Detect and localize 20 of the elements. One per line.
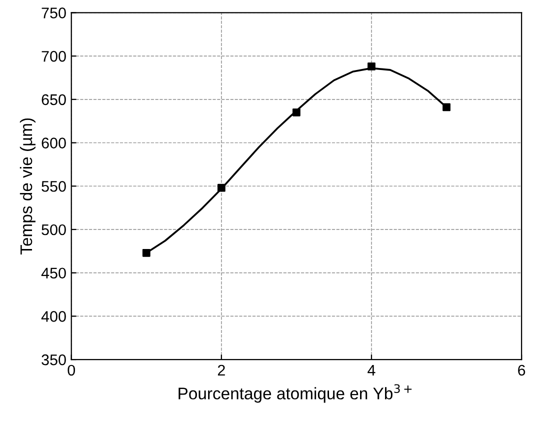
point	[142, 248, 150, 257]
y-tick-label: 350	[42, 354, 66, 366]
y-tick-label: 650	[42, 94, 66, 106]
y-tick-label: 750	[42, 8, 66, 18]
y-tick-label: 500	[42, 224, 66, 236]
y-tick-label: 600	[42, 138, 66, 148]
x-axis-title: Pourcentage atomique en Yb$^{3+}$	[178, 384, 412, 403]
y-tick-label: 550	[42, 180, 66, 192]
point	[217, 184, 226, 192]
point	[368, 62, 376, 70]
y-tick-label: 400	[41, 311, 66, 322]
point	[292, 108, 300, 116]
x-tick-label: 2	[218, 364, 225, 376]
y-axis-title: Temps de vie (µm)	[20, 118, 36, 254]
point	[442, 103, 450, 112]
x-tick-label: 0	[68, 364, 76, 376]
y-tick-label: 450	[41, 268, 66, 279]
x-tick-label: 6	[518, 364, 526, 376]
y-tick-label: 700	[42, 50, 66, 62]
x-tick-label: 4	[368, 364, 376, 376]
